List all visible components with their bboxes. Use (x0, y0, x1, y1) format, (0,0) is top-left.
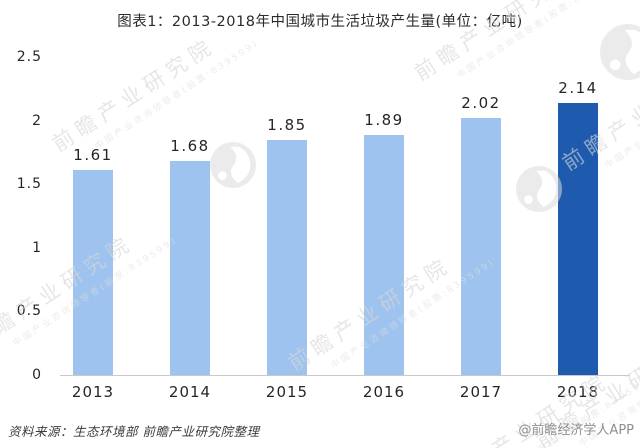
bar-2016 (364, 135, 404, 375)
y-axis-tick-label: 0.5 (16, 303, 42, 320)
source-note: 资料来源：生态环境部 前瞻产业研究院整理 (8, 424, 260, 439)
chart-title: 图表1：2013-2018年中国城市生活垃圾产生量(单位：亿吨) (117, 14, 523, 30)
bar-2018 (558, 103, 598, 375)
bar-2013 (73, 170, 113, 375)
bar-value-label: 1.89 (364, 111, 404, 129)
y-axis-tick-label: 1 (32, 239, 42, 256)
y-axis-tick-label: 1.5 (16, 176, 42, 193)
bar-value-label: 1.61 (73, 146, 113, 164)
x-axis-label: 2014 (168, 383, 212, 401)
y-axis-tick-label: 2 (32, 112, 42, 129)
bar-value-label: 2.02 (461, 94, 501, 112)
bar-value-label: 1.68 (170, 137, 210, 155)
bar-2015 (267, 140, 307, 375)
plot-area: 0 0.5 1 1.5 2 2.5 1.61 2013 1.68 2014 1.85 2015 1.89… (17, 49, 630, 401)
x-axis-label: 2015 (265, 383, 309, 401)
y-axis-tick-label: 2.5 (16, 49, 42, 65)
x-axis-label: 2018 (556, 383, 600, 401)
y-axis-tick-label: 0 (32, 367, 42, 383)
x-axis-label: 2013 (71, 383, 115, 401)
bar-2017 (461, 118, 501, 375)
watermark-credit: @前瞻经济学人APP (518, 423, 634, 438)
x-axis-label: 2016 (362, 383, 406, 401)
bar-2014 (170, 161, 210, 375)
bar-value-label: 2.14 (558, 79, 598, 97)
x-axis-label: 2017 (459, 383, 503, 401)
bar-value-label: 1.85 (267, 116, 307, 134)
